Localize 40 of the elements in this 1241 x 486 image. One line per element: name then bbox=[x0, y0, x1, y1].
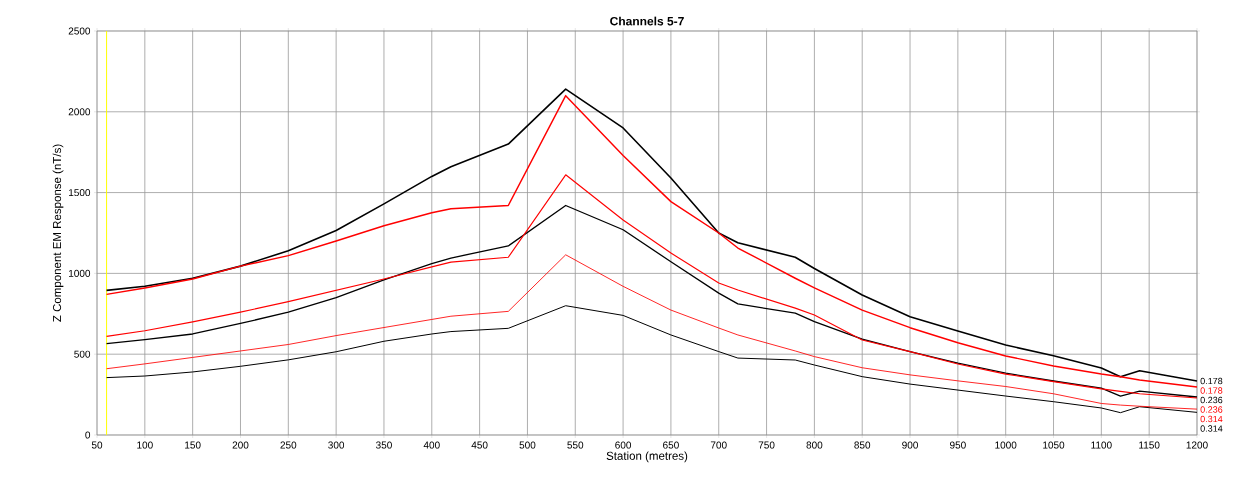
series-label: 0.236 bbox=[1200, 406, 1223, 413]
series-label: 0.314 bbox=[1200, 425, 1223, 432]
y-tick-label: 2500 bbox=[68, 27, 91, 35]
x-tick-label: 1000 bbox=[995, 441, 1017, 449]
x-tick-label: 550 bbox=[567, 441, 584, 449]
series-label: 0.178 bbox=[1200, 377, 1223, 385]
x-tick-label: 1150 bbox=[1139, 441, 1160, 449]
x-tick-label: 900 bbox=[902, 441, 918, 449]
x-tick-label: 800 bbox=[806, 441, 823, 449]
x-tick-label: 100 bbox=[137, 441, 153, 449]
line-series bbox=[106, 254, 1198, 410]
x-tick-label: 50 bbox=[91, 441, 103, 449]
x-tick-label: 300 bbox=[328, 441, 345, 449]
x-tick-label: 700 bbox=[710, 441, 727, 449]
x-tick-label: 650 bbox=[663, 441, 679, 449]
series-label: 0.314 bbox=[1200, 415, 1223, 423]
chart-title: Channels 5-7 bbox=[610, 16, 684, 26]
x-tick-label: 450 bbox=[471, 441, 488, 449]
x-tick-label: 500 bbox=[519, 441, 536, 449]
y-tick-label: 500 bbox=[74, 350, 91, 358]
x-tick-label: 600 bbox=[615, 441, 632, 449]
x-tick-label: 1050 bbox=[1043, 441, 1065, 449]
x-tick-label: 1200 bbox=[1186, 441, 1208, 449]
x-tick-label: 750 bbox=[758, 441, 775, 449]
x-tick-label: 200 bbox=[232, 441, 249, 449]
x-tick-label: 850 bbox=[854, 441, 871, 449]
x-tick-label: 250 bbox=[280, 441, 297, 449]
y-tick-label: 1000 bbox=[69, 269, 91, 277]
x-tick-label: 400 bbox=[423, 441, 440, 449]
x-axis-title: Station (metres) bbox=[606, 451, 688, 463]
series-label: 0.178 bbox=[1200, 387, 1223, 394]
x-tick-label: 350 bbox=[376, 441, 392, 449]
x-tick-label: 150 bbox=[185, 441, 201, 449]
y-tick-label: 0 bbox=[85, 431, 91, 439]
x-tick-label: 950 bbox=[949, 441, 966, 449]
y-tick-label: 2000 bbox=[68, 108, 91, 116]
x-tick-label: 1100 bbox=[1091, 441, 1112, 449]
y-tick-label: 1500 bbox=[69, 189, 91, 197]
y-axis-title: Z Component EM Response (nT/s) bbox=[52, 144, 64, 322]
series-label: 0.236 bbox=[1200, 396, 1223, 404]
